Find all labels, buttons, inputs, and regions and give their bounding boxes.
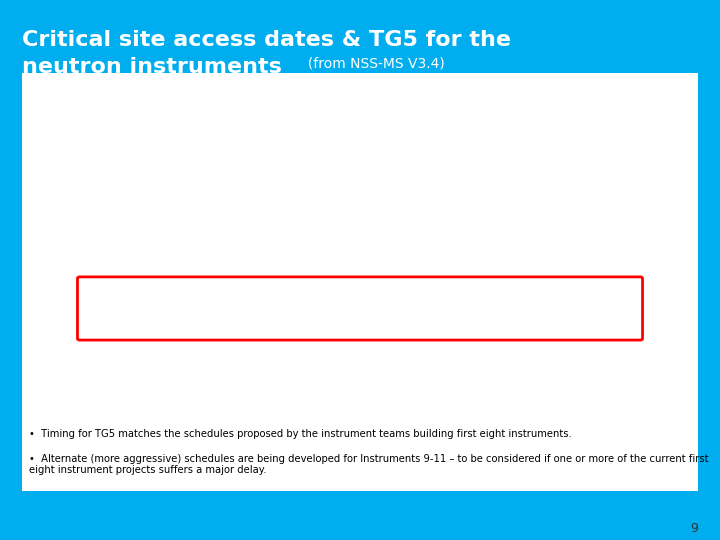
Text: 9: 9 (690, 522, 698, 535)
Text: Critical site access dates & TG5 for the: Critical site access dates & TG5 for the (22, 30, 510, 50)
Text: •  Alternate (more aggressive) schedules are being developed for Instruments 9-1: • Alternate (more aggressive) schedules … (29, 454, 708, 475)
Text: (from NSS-MS V3.4): (from NSS-MS V3.4) (299, 57, 444, 71)
Text: •  Timing for TG5 matches the schedules proposed by the instrument teams buildin: • Timing for TG5 matches the schedules p… (29, 429, 572, 440)
Text: neutron instruments: neutron instruments (22, 57, 282, 77)
